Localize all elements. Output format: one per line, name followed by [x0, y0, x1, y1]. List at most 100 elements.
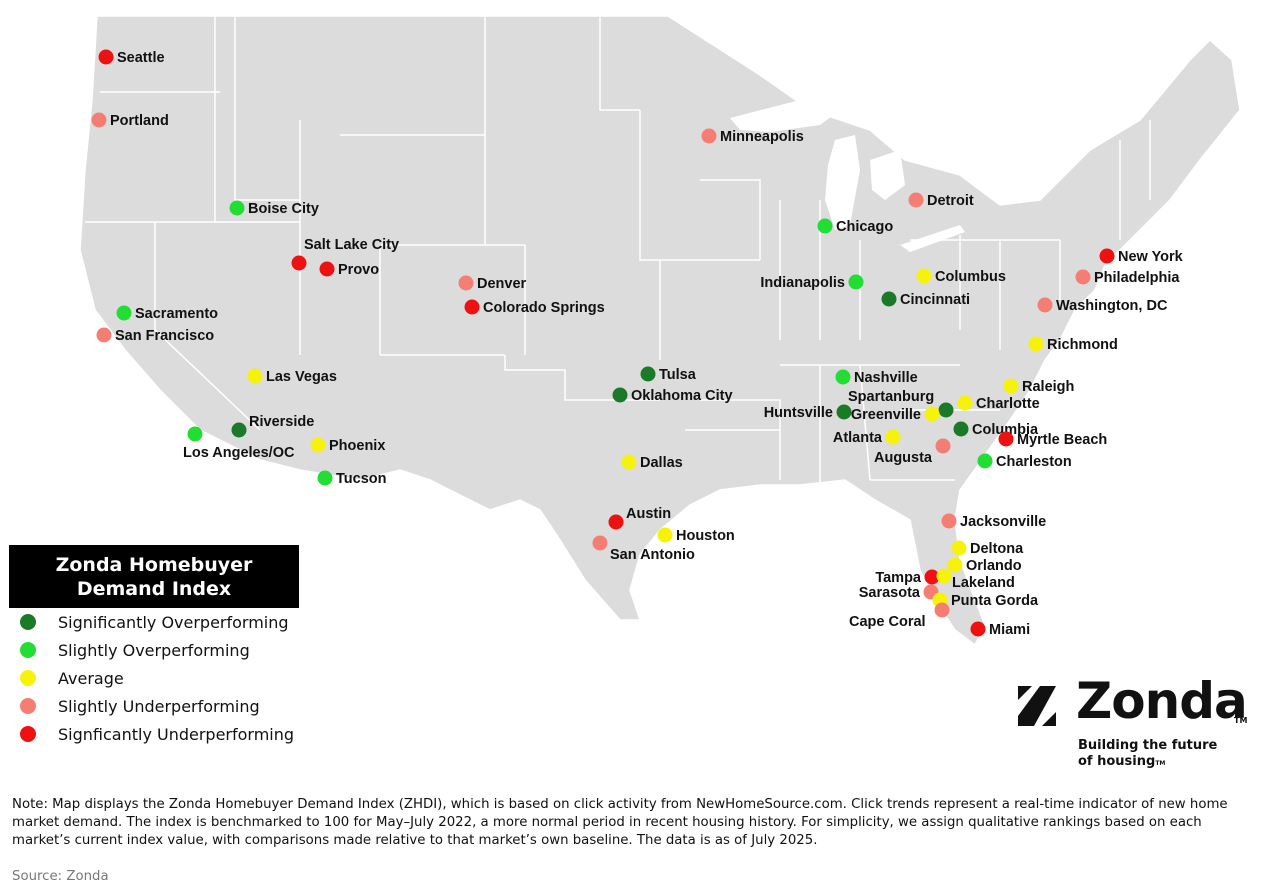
- city-markers: Seattle Portland Boise City Salt Lake City P…: [91, 49, 1184, 638]
- city-marker: [612, 387, 628, 403]
- city-label: Phoenix: [329, 438, 385, 454]
- city-marker: [957, 395, 973, 411]
- lake-michigan: [825, 135, 860, 230]
- city-label: Dallas: [640, 455, 683, 471]
- city-label: New York: [1118, 249, 1184, 265]
- city-marker: [970, 621, 986, 637]
- city-label: Spartanburg: [848, 389, 934, 405]
- city-label: Denver: [477, 276, 527, 292]
- city-label: San Antonio: [610, 547, 695, 563]
- brand-name: Zonda: [1076, 672, 1248, 730]
- lake-huron: [870, 150, 905, 200]
- city-marker: [592, 535, 608, 551]
- city-label: Richmond: [1047, 337, 1118, 353]
- legend-label: Average: [58, 668, 124, 688]
- legend-list: Significantly Overperforming Slightly Ov…: [20, 608, 294, 748]
- city-marker: [96, 327, 112, 343]
- city-label: Austin: [626, 506, 671, 522]
- city-label: Indianapolis: [760, 275, 845, 291]
- city-label: Charlotte: [976, 396, 1040, 412]
- city-label: Miami: [989, 622, 1030, 638]
- tagline-line1: Building the future: [1078, 738, 1218, 753]
- legend-title-line1: Zonda Homebuyer: [55, 553, 253, 576]
- city-marker: [640, 366, 656, 382]
- city-label: Punta Gorda: [951, 593, 1039, 609]
- city-marker: [936, 568, 952, 584]
- city-marker: [924, 406, 940, 422]
- city-marker: [1037, 297, 1053, 313]
- city-label: Atlanta: [833, 430, 883, 446]
- city-label: Augusta: [874, 450, 933, 466]
- city-marker: [935, 438, 951, 454]
- city-label: Boise City: [248, 201, 319, 217]
- source-credit: Source: Zonda: [12, 869, 109, 884]
- legend-label: Signficantly Underperforming: [58, 724, 295, 744]
- legend-label: Significantly Overperforming: [58, 612, 289, 632]
- city-label: Houston: [676, 528, 735, 544]
- city-marker: [98, 49, 114, 65]
- city-label: Oklahoma City: [631, 388, 733, 404]
- legend-label: Slightly Overperforming: [58, 640, 250, 660]
- city-marker: [291, 255, 307, 271]
- city-label: Provo: [338, 262, 379, 278]
- city-marker: [885, 429, 901, 445]
- city-marker: [817, 218, 833, 234]
- legend-item-slight-over: Slightly Overperforming: [20, 636, 294, 664]
- legend-dot: [20, 614, 36, 630]
- zonda-mark-icon: [1018, 686, 1056, 726]
- city-label: Minneapolis: [720, 129, 804, 145]
- city-marker: [916, 268, 932, 284]
- city-marker: [848, 274, 864, 290]
- legend-item-slight-under: Slightly Underperforming: [20, 692, 294, 720]
- city-label: Philadelphia: [1094, 270, 1180, 286]
- legend-dot: [20, 726, 36, 742]
- city-label: Myrtle Beach: [1017, 432, 1107, 448]
- city-label: Orlando: [966, 558, 1022, 574]
- footnote: Note: Map displays the Zonda Homebuyer D…: [12, 797, 1228, 848]
- legend-dot: [20, 642, 36, 658]
- city-label: Lakeland: [952, 575, 1015, 591]
- city-marker: [881, 291, 897, 307]
- city-marker: [319, 261, 335, 277]
- city-marker: [1075, 269, 1091, 285]
- legend-item-sig-over: Significantly Overperforming: [20, 608, 294, 636]
- legend-label: Slightly Underperforming: [58, 696, 260, 716]
- city-label: Nashville: [854, 370, 918, 386]
- city-marker: [608, 514, 624, 530]
- city-marker: [247, 368, 263, 384]
- city-marker: [229, 200, 245, 216]
- city-label: Detroit: [927, 193, 974, 209]
- city-marker: [908, 192, 924, 208]
- city-label: Cape Coral: [849, 614, 926, 630]
- legend-item-sig-under: Signficantly Underperforming: [20, 720, 294, 748]
- city-marker: [701, 128, 717, 144]
- city-label: Washington, DC: [1056, 298, 1168, 314]
- city-label: San Francisco: [115, 328, 214, 344]
- city-marker: [938, 402, 954, 418]
- city-marker: [621, 454, 637, 470]
- city-marker: [1099, 248, 1115, 264]
- city-label: Riverside: [249, 414, 314, 430]
- legend-dot: [20, 698, 36, 714]
- city-marker: [947, 557, 963, 573]
- city-label: Sacramento: [135, 306, 218, 322]
- city-label: Tampa: [875, 570, 922, 586]
- lake-erie: [900, 225, 965, 252]
- city-label: Las Vegas: [266, 369, 337, 385]
- city-marker: [953, 421, 969, 437]
- legend-title: Zonda Homebuyer Demand Index: [9, 545, 299, 608]
- city-marker: [1028, 336, 1044, 352]
- city-marker: [231, 422, 247, 438]
- city-label: Portland: [110, 113, 169, 129]
- city-label: Deltona: [970, 541, 1024, 557]
- city-marker: [998, 431, 1014, 447]
- city-marker: [657, 527, 673, 543]
- city-marker: [977, 453, 993, 469]
- city-marker: [464, 299, 480, 315]
- city-marker: [951, 540, 967, 556]
- city-label: Cincinnati: [900, 292, 970, 308]
- lake-superior: [730, 100, 840, 132]
- city-label: Tucson: [336, 471, 386, 487]
- city-marker: [941, 513, 957, 529]
- city-marker: [187, 426, 203, 442]
